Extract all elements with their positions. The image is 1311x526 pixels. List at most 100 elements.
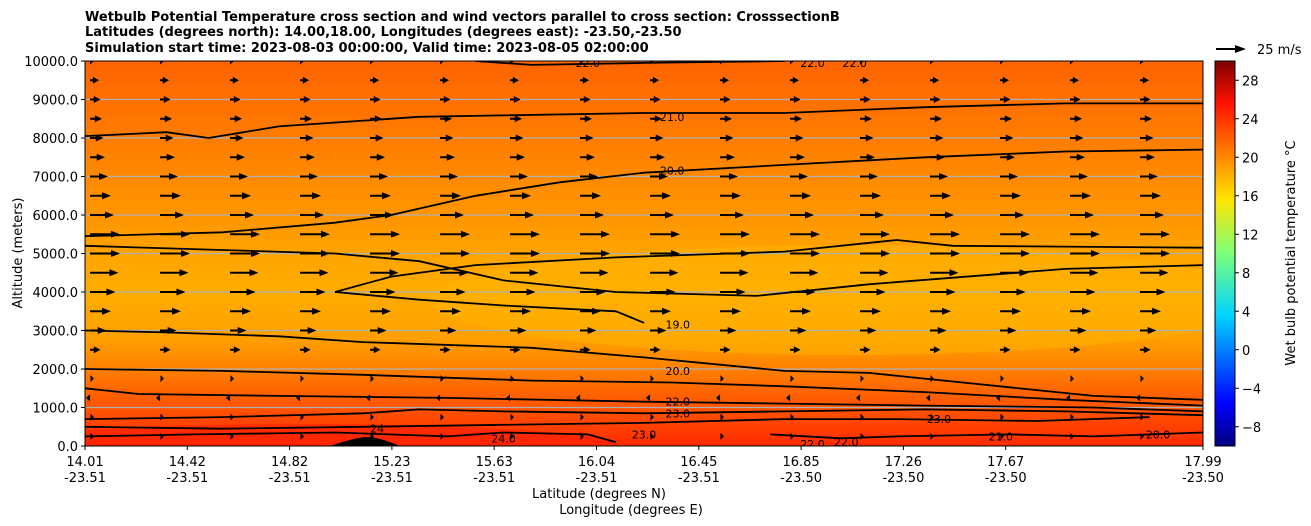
- contour-line: [475, 61, 785, 66]
- x-tick-label-lat: 15.23: [373, 455, 410, 470]
- wind-vector-arrowhead-icon: [372, 76, 379, 84]
- wind-vector: [576, 394, 581, 402]
- wind-vector-arrowhead-icon: [163, 96, 171, 103]
- wind-vector: [90, 346, 101, 354]
- wind-vector-arrowhead-icon: [720, 413, 724, 421]
- wind-vector-arrowhead-icon: [579, 61, 584, 65]
- wind-vector: [300, 134, 314, 142]
- wind-vector-arrowhead-icon: [859, 61, 864, 65]
- wind-vector: [579, 61, 584, 65]
- wind-vector: [230, 173, 248, 180]
- wind-vector: [300, 269, 329, 277]
- wind-vector-arrowhead-icon: [1073, 96, 1081, 103]
- wind-vector-arrowhead-icon: [440, 413, 444, 421]
- wind-vector-arrowhead-icon: [650, 375, 654, 383]
- wind-vector: [790, 375, 794, 383]
- wind-vector: [860, 288, 886, 296]
- wind-vector: [230, 327, 247, 334]
- wind-vector-arrowhead-icon: [945, 211, 954, 219]
- wind-vector-arrowhead-icon: [790, 375, 794, 383]
- wind-vector-arrowhead-icon: [592, 307, 601, 315]
- wind-vector: [370, 115, 382, 123]
- wind-vector-arrowhead-icon: [461, 250, 470, 257]
- wind-vector: [650, 153, 665, 161]
- wind-vector: [510, 288, 536, 296]
- wind-vector-arrowhead-icon: [796, 153, 805, 161]
- wind-vector: [720, 307, 741, 315]
- wind-vector: [926, 394, 931, 402]
- wind-vector: [159, 61, 164, 65]
- wind-vector-arrowhead-icon: [391, 230, 400, 238]
- wind-vector: [90, 307, 111, 315]
- wind-vector: [510, 346, 521, 354]
- wind-vector-arrowhead-icon: [723, 346, 731, 354]
- wind-vector: [440, 327, 457, 334]
- wind-vector-arrowhead-icon: [164, 115, 172, 123]
- wind-vector-arrowhead-icon: [229, 61, 234, 65]
- wind-vector: [370, 375, 374, 383]
- contour-label: 21.0: [660, 111, 685, 124]
- wind-vector-arrowhead-icon: [729, 173, 738, 180]
- wind-vector-arrowhead-icon: [251, 230, 260, 238]
- wind-vector-arrowhead-icon: [169, 173, 178, 180]
- wind-vector-arrowhead-icon: [159, 61, 164, 65]
- wind-vector-arrowhead-icon: [375, 134, 384, 142]
- wind-vector: [1000, 413, 1004, 421]
- wind-vector: [1069, 61, 1074, 65]
- wind-vector-arrowhead-icon: [653, 346, 661, 354]
- wind-vector: [510, 269, 539, 277]
- wind-vector-arrowhead-icon: [1005, 134, 1014, 142]
- wind-vector: [650, 346, 661, 354]
- wind-vector: [1070, 115, 1082, 123]
- wind-vector-arrowhead-icon: [296, 394, 301, 402]
- wind-vector: [930, 432, 934, 440]
- contour-line: [85, 408, 1203, 420]
- wind-vector-arrowhead-icon: [795, 134, 804, 142]
- wind-vector: [90, 96, 101, 103]
- wind-vector-arrowhead-icon: [652, 76, 659, 84]
- wind-vector: [436, 394, 441, 402]
- wind-vector: [370, 173, 388, 180]
- wind-vector: [510, 375, 514, 383]
- wind-vector-arrowhead-icon: [1072, 76, 1079, 84]
- contour-label: 22.0: [834, 436, 859, 449]
- wind-vector-arrowhead-icon: [806, 288, 816, 296]
- wind-vector-arrowhead-icon: [809, 269, 819, 277]
- wind-vector: [296, 394, 301, 402]
- wind-vector-arrowhead-icon: [659, 173, 668, 180]
- wind-vector-arrowhead-icon: [1136, 394, 1141, 402]
- wind-vector: [1140, 346, 1151, 354]
- wind-vector: [1070, 192, 1091, 200]
- wind-vector-arrowhead-icon: [719, 61, 724, 65]
- wind-vector-arrowhead-icon: [389, 269, 399, 277]
- x-tick-label-lat: 17.67: [987, 455, 1024, 470]
- wind-vector-arrowhead-icon: [230, 375, 234, 383]
- wind-vector: [300, 192, 321, 200]
- wind-vector: [86, 394, 91, 402]
- wind-vector-arrowhead-icon: [1009, 173, 1018, 180]
- wind-vector-arrowhead-icon: [95, 134, 104, 142]
- wind-vector: [510, 134, 524, 142]
- wind-vector-arrowhead-icon: [1077, 327, 1087, 334]
- x-axis-label-longitude: Longitude (degrees E): [559, 503, 703, 518]
- x-tick-label-lat: 16.04: [578, 455, 615, 470]
- x-axis: 14.01-23.5114.42-23.5114.82-23.5115.23-2…: [64, 446, 1224, 486]
- wind-vector: [580, 432, 584, 440]
- colorbar-tick-label: 12: [1242, 228, 1259, 243]
- wind-vector: [1070, 269, 1099, 277]
- wind-vector-arrowhead-icon: [456, 288, 466, 296]
- wind-vector: [369, 61, 374, 65]
- wind-vector-arrowhead-icon: [446, 153, 455, 161]
- wind-vector-arrowhead-icon: [650, 413, 654, 421]
- wind-vector-arrowhead-icon: [1016, 288, 1026, 296]
- contour-label: 24: [370, 423, 384, 436]
- wind-vector-arrowhead-icon: [671, 230, 680, 238]
- wind-vector-arrowhead-icon: [649, 61, 654, 65]
- wind-vector: [160, 173, 178, 180]
- wind-vector-arrowhead-icon: [102, 307, 111, 315]
- wind-vector-arrowhead-icon: [656, 153, 665, 161]
- wind-vector-arrowhead-icon: [811, 250, 820, 257]
- wind-vector-arrowhead-icon: [1082, 307, 1091, 315]
- wind-vector: [580, 250, 610, 257]
- x-tick-label-lat: 15.63: [476, 455, 513, 470]
